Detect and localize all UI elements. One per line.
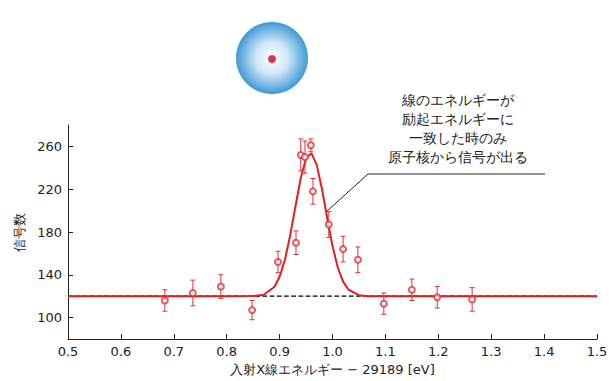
svg-text:0.6: 0.6: [111, 344, 132, 359]
svg-text:260: 260: [37, 139, 62, 154]
svg-text:1.5: 1.5: [587, 344, 608, 359]
svg-text:140: 140: [37, 267, 62, 282]
svg-text:1.0: 1.0: [322, 344, 343, 359]
svg-text:原子核から信号が出る: 原子核から信号が出る: [388, 149, 528, 165]
svg-text:1.3: 1.3: [481, 344, 502, 359]
svg-text:1.1: 1.1: [375, 344, 396, 359]
svg-text:0.9: 0.9: [269, 344, 290, 359]
svg-text:0.7: 0.7: [163, 344, 184, 359]
svg-text:信号数: 信号数: [12, 213, 27, 252]
svg-text:180: 180: [37, 225, 62, 240]
svg-text:1.4: 1.4: [534, 344, 555, 359]
svg-text:入射X線エネルギー − 29189 [eV]: 入射X線エネルギー − 29189 [eV]: [230, 362, 435, 377]
svg-text:1.2: 1.2: [428, 344, 449, 359]
svg-text:0.8: 0.8: [216, 344, 237, 359]
svg-text:0.5: 0.5: [58, 344, 79, 359]
svg-text:220: 220: [37, 182, 62, 197]
svg-text:励起エネルギーに: 励起エネルギーに: [402, 111, 514, 127]
svg-text:一致した時のみ: 一致した時のみ: [409, 130, 507, 146]
svg-text:100: 100: [37, 310, 62, 325]
svg-text:線のエネルギーが: 線のエネルギーが: [401, 92, 515, 108]
